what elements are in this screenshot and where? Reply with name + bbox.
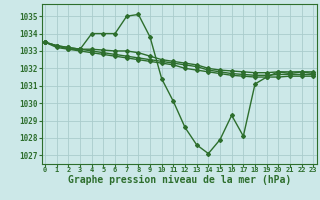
X-axis label: Graphe pression niveau de la mer (hPa): Graphe pression niveau de la mer (hPa) — [68, 175, 291, 185]
